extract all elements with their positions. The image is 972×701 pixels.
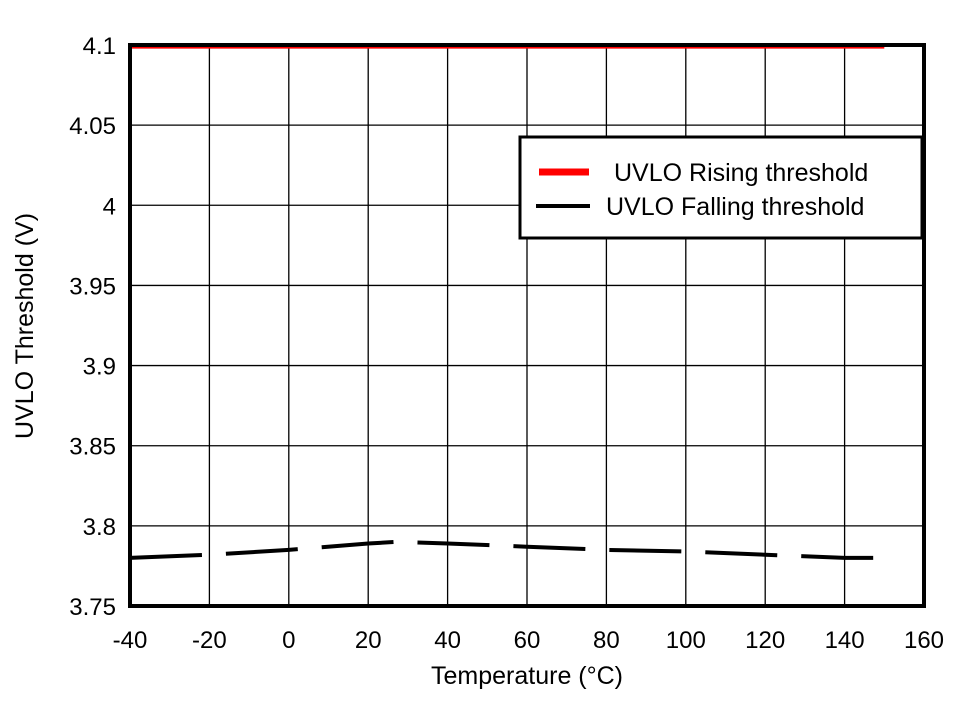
x-tick-label: 100 — [666, 627, 706, 654]
legend-label-rising: UVLO Rising threshold — [614, 159, 868, 187]
y-tick-label: 3.75 — [69, 594, 116, 621]
x-axis-title: Temperature (°C) — [431, 662, 623, 690]
y-axis-tick-labels: 3.75 3.8 3.85 3.9 3.95 4 4.05 4.1 — [69, 33, 116, 621]
y-tick-label: 3.95 — [69, 273, 116, 300]
x-tick-label: -20 — [192, 627, 227, 654]
x-tick-label: 80 — [593, 627, 620, 654]
y-tick-label: 4 — [103, 193, 116, 220]
x-tick-label: 0 — [282, 627, 295, 654]
y-tick-label: 4.1 — [83, 33, 116, 60]
x-tick-label: -40 — [113, 627, 148, 654]
y-tick-label: 3.9 — [83, 354, 116, 381]
series-line-falling — [129, 539, 885, 560]
x-tick-label: 120 — [745, 627, 785, 654]
y-tick-label: 4.05 — [69, 113, 116, 140]
x-tick-label: 60 — [514, 627, 541, 654]
x-tick-label: 20 — [355, 627, 382, 654]
y-tick-label: 3.85 — [69, 434, 116, 461]
x-tick-label: 40 — [434, 627, 461, 654]
legend: UVLO Rising threshold UVLO Falling thres… — [518, 135, 924, 240]
x-tick-label: 160 — [904, 627, 944, 654]
y-tick-label: 3.8 — [83, 514, 116, 541]
plot-frame — [128, 43, 926, 608]
x-tick-label: 140 — [825, 627, 865, 654]
legend-box — [518, 135, 924, 240]
legend-label-falling: UVLO Falling threshold — [606, 193, 864, 221]
x-axis-tick-labels: -40 -20 0 20 40 60 80 100 120 140 160 — [113, 627, 944, 654]
y-axis-title: UVLO Threshold (V) — [11, 213, 39, 439]
